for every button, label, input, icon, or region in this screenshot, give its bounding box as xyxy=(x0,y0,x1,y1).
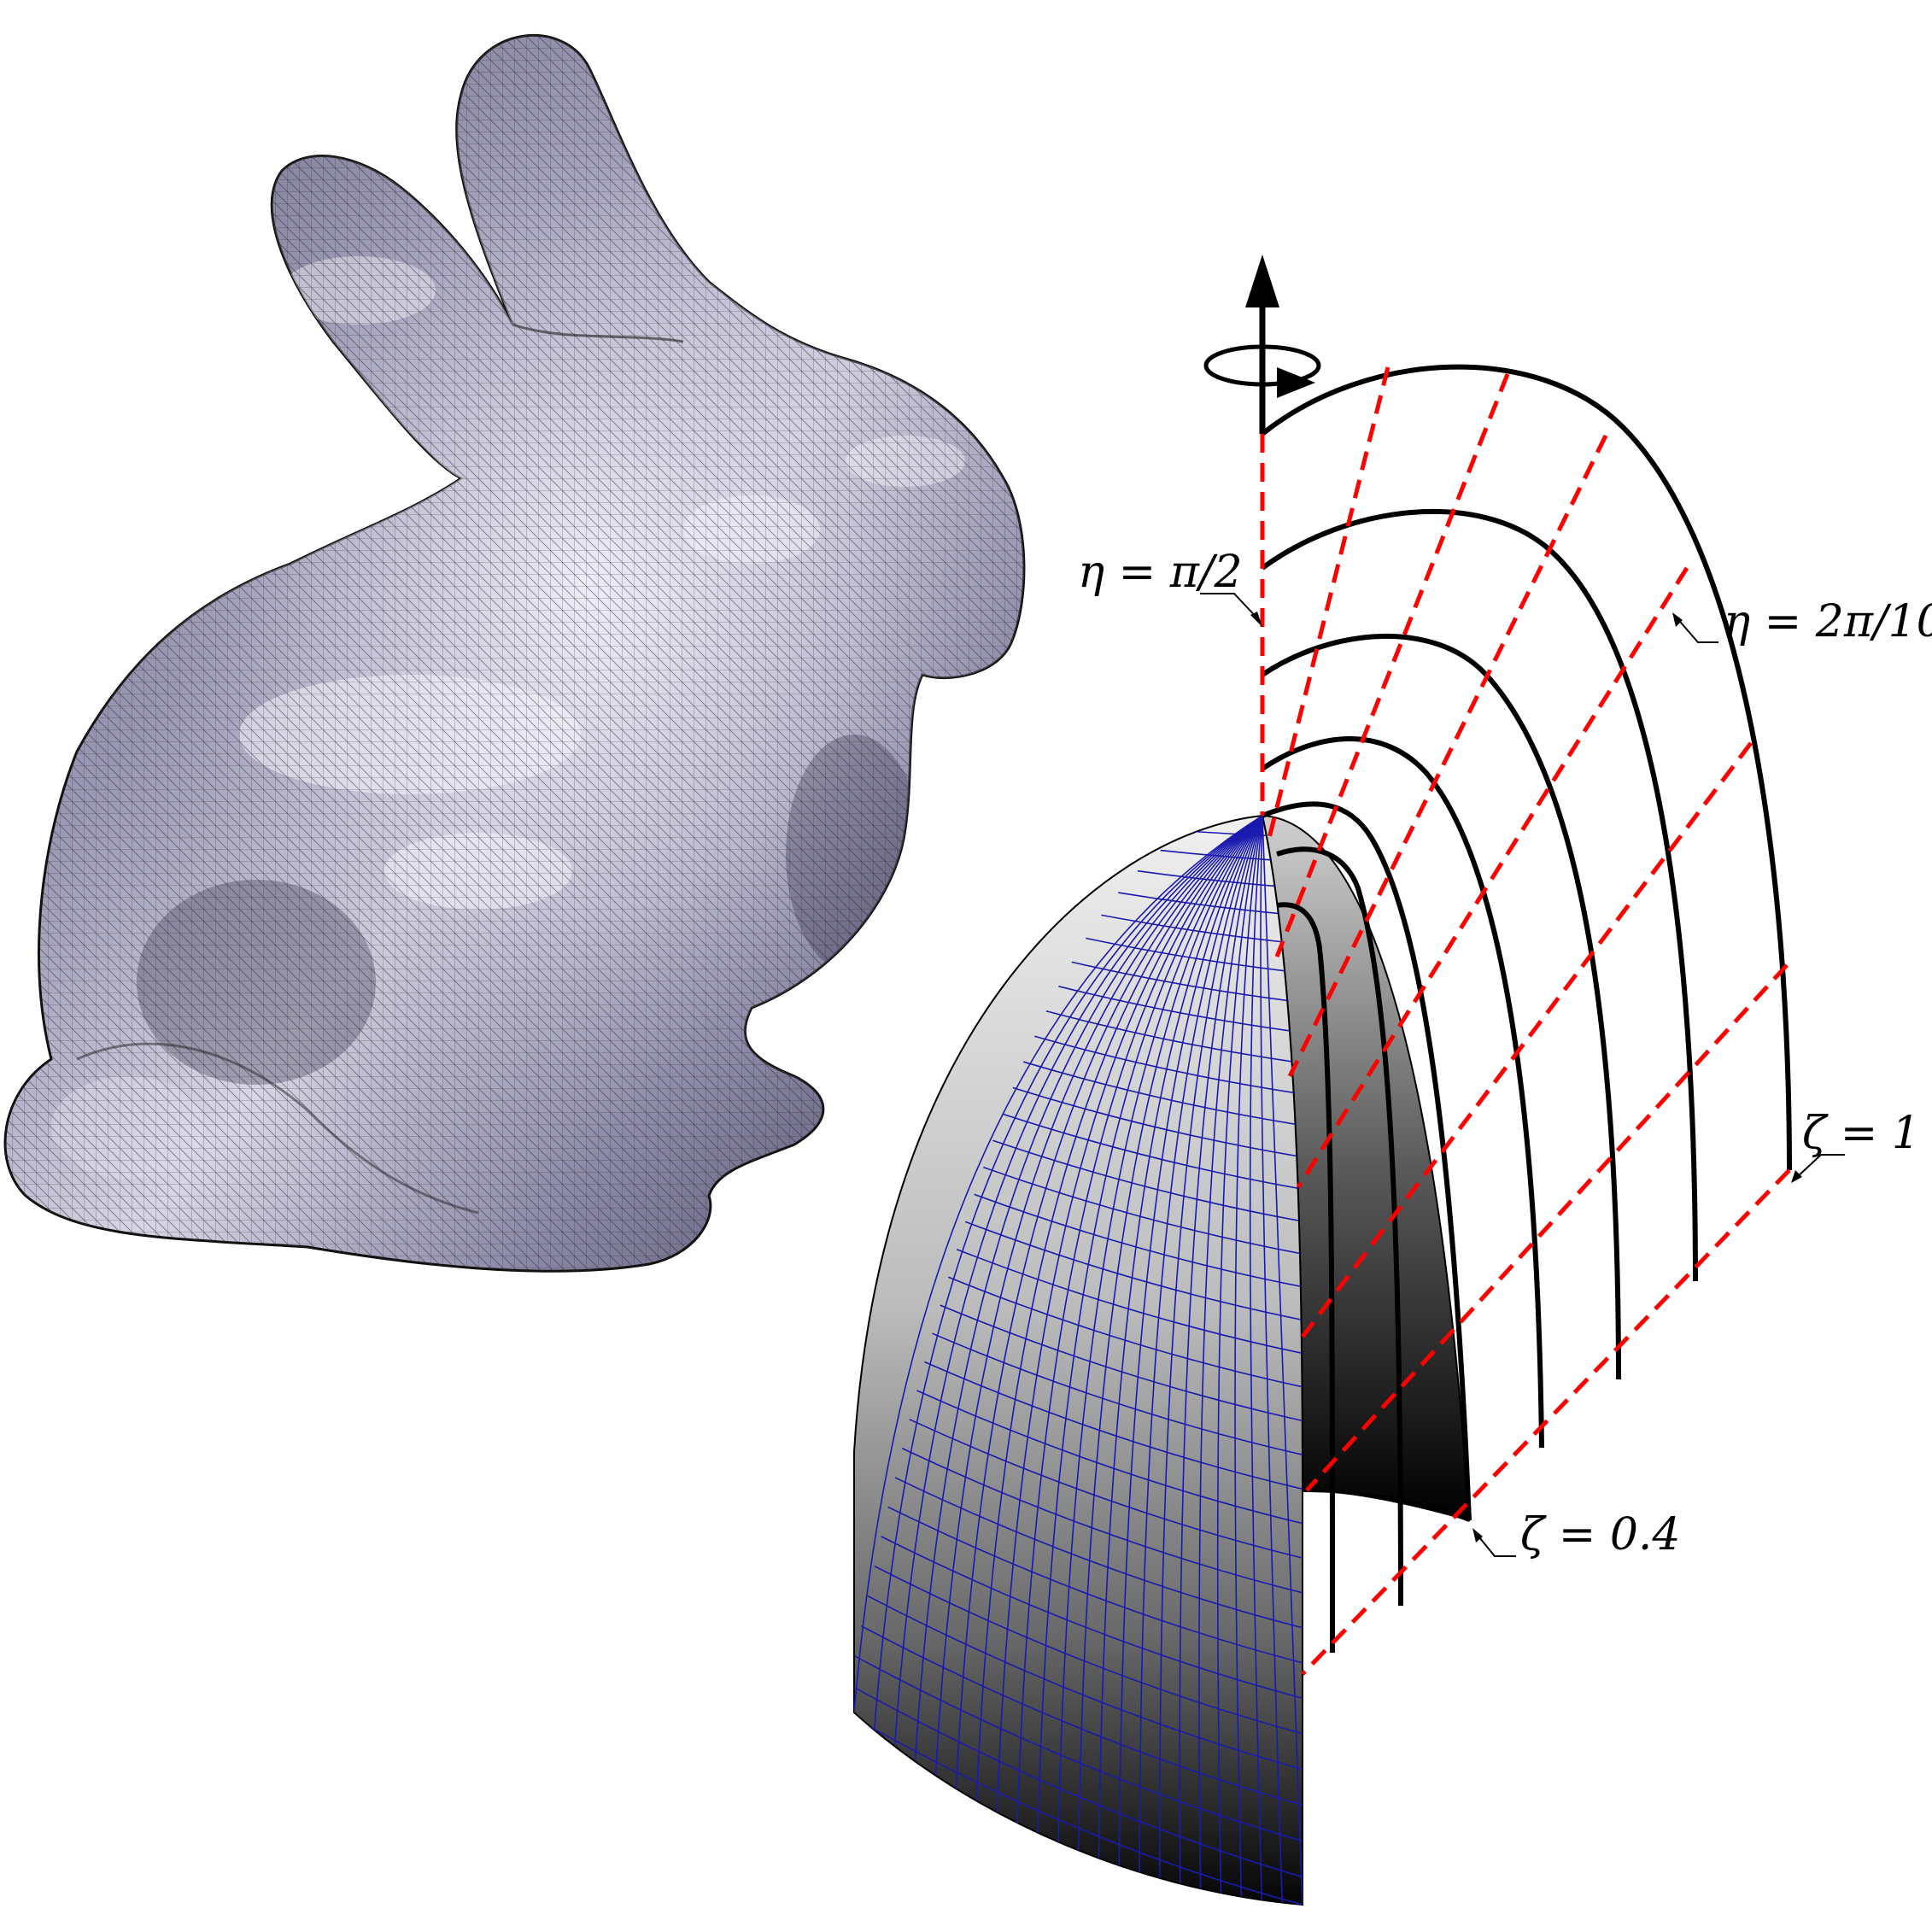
shell-meridian-line xyxy=(1016,816,1263,1830)
shell-latitude-line xyxy=(992,1139,1303,1222)
shell-latitude-line xyxy=(1002,1113,1303,1190)
shell-meridian-line xyxy=(914,816,1263,1760)
bunny-leg-contour xyxy=(76,1042,479,1215)
label-zeta-zero-four-text: ζ = 0.4 xyxy=(1520,1509,1681,1560)
shell-meridian-line xyxy=(893,816,1263,1745)
shell-latitude-line xyxy=(854,1716,1303,1905)
shell-meridian-line xyxy=(1262,816,1303,1905)
label-eta-half-pi-text: η = π/2 xyxy=(1078,547,1243,598)
eta-line-1 xyxy=(1266,366,1390,842)
shell-meridian-line xyxy=(1057,816,1263,1851)
shell-bottom-cut xyxy=(1302,1489,1470,1522)
shell-meridian-line xyxy=(1159,816,1263,1887)
shell-latitude-line xyxy=(1086,937,1303,974)
shell-latitude-line xyxy=(964,1221,1303,1321)
bunny-mesh-model xyxy=(3,33,1026,1273)
eta-coordinate-lines xyxy=(1260,366,1791,1676)
shell-meridian-line xyxy=(1249,816,1263,1902)
eta-line-4 xyxy=(1296,566,1689,1189)
shell-latitude-line xyxy=(909,1419,1303,1559)
label-zeta-zero-four: ζ = 0.4 xyxy=(1472,1509,1681,1560)
shell-latitude-line xyxy=(916,1390,1303,1525)
rotation-axis-arrow-icon xyxy=(1203,255,1321,434)
shell-meridian-line xyxy=(1118,816,1263,1876)
eta-line-5 xyxy=(1301,741,1753,1338)
annotation-labels: η = π/2 η = 2π/10 ζ = 1 ζ = 0.4 xyxy=(1078,547,1932,1560)
shell-latitude-line xyxy=(881,1536,1303,1700)
label-eta-two-pi-ten: η = 2π/10 xyxy=(1672,596,1932,647)
shell-latitude-line xyxy=(940,1304,1303,1422)
shell-latitude-line xyxy=(983,1166,1303,1255)
shell-meridian-line xyxy=(874,816,1263,1729)
shell-meridian-line xyxy=(1198,816,1263,1895)
shell-meridian-line xyxy=(1216,816,1263,1898)
label-zeta-one: ζ = 1 xyxy=(1791,1108,1920,1183)
shell-grid-lines xyxy=(854,816,1303,1905)
bunny-ear-crease xyxy=(512,323,684,343)
shell-latitude-line xyxy=(924,1361,1303,1490)
label-eta-two-pi-ten-text: η = 2π/10 xyxy=(1724,596,1932,647)
eta-line-7 xyxy=(1301,1168,1791,1676)
shell-latitude-line xyxy=(1023,1061,1303,1127)
shell-latitude-line xyxy=(1045,1010,1303,1064)
shell-latitude-line xyxy=(854,1655,1303,1842)
label-eta-half-pi: η = π/2 xyxy=(1078,547,1262,627)
shell-latitude-line xyxy=(867,1595,1303,1771)
shell-latitude-line xyxy=(974,1193,1303,1288)
eta-line-2 xyxy=(1274,373,1510,957)
shell-latitude-line xyxy=(860,1625,1303,1806)
shell-outer-surface xyxy=(853,814,1303,1906)
shell-latitude-line xyxy=(956,1248,1303,1355)
zeta-line-3 xyxy=(1261,634,1621,1380)
shell-latitude-line xyxy=(887,1506,1303,1664)
eta-line-3 xyxy=(1287,434,1608,1078)
shell-latitude-line xyxy=(1058,986,1303,1033)
shell-latitude-line xyxy=(901,1448,1303,1594)
zeta-line-6 xyxy=(1276,846,1403,1607)
shell-latitude-line xyxy=(1034,1035,1303,1095)
shell-meridian-line xyxy=(1234,816,1263,1900)
shell-meridian-line xyxy=(1036,816,1263,1841)
eta-line-6 xyxy=(1305,963,1789,1492)
shell-meridian-line xyxy=(955,816,1263,1790)
shell-latitude-line xyxy=(1071,961,1303,1004)
ellipsoid-shell xyxy=(853,814,1471,1906)
shell-latitude-line xyxy=(948,1276,1303,1388)
zeta-line-5 xyxy=(1261,801,1472,1521)
shell-meridian-line xyxy=(996,816,1263,1818)
shell-meridian-line xyxy=(1077,816,1263,1860)
zeta-line-4 xyxy=(1261,736,1544,1449)
shell-meridian-line xyxy=(1260,816,1283,1904)
shell-latitude-line xyxy=(932,1332,1303,1456)
shell-latitude-line xyxy=(894,1477,1303,1629)
shell-latitude-line xyxy=(1101,914,1303,945)
shell-meridian-line xyxy=(934,816,1263,1776)
label-zeta-one-text: ζ = 1 xyxy=(1802,1108,1920,1159)
shell-latitude-line xyxy=(1012,1086,1303,1158)
zeta-line-7 xyxy=(1276,902,1335,1654)
shell-meridian-line xyxy=(1098,816,1263,1869)
shell-latitude-line xyxy=(874,1565,1303,1735)
shell-meridian-line xyxy=(1179,816,1263,1891)
shell-latitude-line xyxy=(854,1685,1303,1878)
shell-meridian-line xyxy=(854,816,1263,1713)
zeta-line-1 xyxy=(1261,364,1792,1171)
zeta-coordinate-lines xyxy=(1261,364,1792,1654)
zeta-line-2 xyxy=(1261,509,1698,1282)
